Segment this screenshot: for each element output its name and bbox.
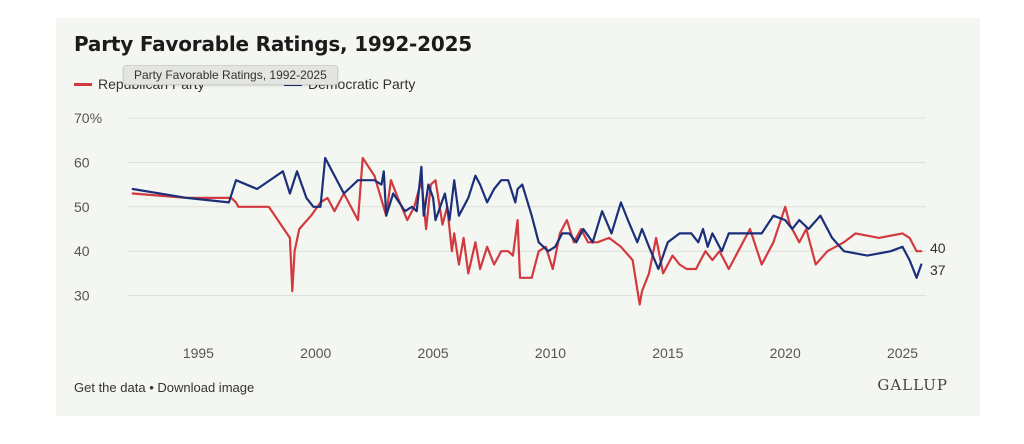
footer-separator: • bbox=[149, 380, 154, 395]
end-label-republican: 40 bbox=[930, 240, 946, 256]
legend-swatch-republican bbox=[74, 82, 92, 86]
get-data-link[interactable]: Get the data bbox=[74, 380, 146, 395]
x-tick-label-2025: 2025 bbox=[887, 345, 918, 361]
x-tick-label-1995: 1995 bbox=[183, 345, 214, 361]
gallup-logo: GALLUP bbox=[877, 376, 948, 394]
footer-links: Get the data • Download image bbox=[74, 380, 254, 395]
x-tick-label-2000: 2000 bbox=[300, 345, 331, 361]
end-label-democratic: 37 bbox=[930, 262, 946, 278]
y-tick-label-40: 40 bbox=[74, 243, 90, 259]
y-tick-label-50: 50 bbox=[74, 199, 90, 215]
x-tick-label-2005: 2005 bbox=[418, 345, 449, 361]
download-image-link[interactable]: Download image bbox=[157, 380, 255, 395]
y-tick-label-70: 70% bbox=[74, 110, 102, 126]
line-chart[interactable]: 30 40 50 60 70% 1995 2000 2005 2010 2015 2020 2025 4… bbox=[56, 18, 980, 416]
series-line-republican bbox=[131, 156, 923, 306]
x-tick-label-2020: 2020 bbox=[770, 345, 801, 361]
y-tick-label-30: 30 bbox=[74, 288, 90, 304]
series-line-democratic bbox=[131, 156, 923, 279]
y-tick-label-60: 60 bbox=[74, 154, 90, 170]
chart-card: Party Favorable Ratings, 1992-2025 Repub… bbox=[56, 18, 980, 416]
x-tick-label-2015: 2015 bbox=[652, 345, 683, 361]
hover-tooltip: Party Favorable Ratings, 1992-2025 bbox=[123, 65, 338, 85]
x-tick-label-2010: 2010 bbox=[535, 345, 566, 361]
chart-title: Party Favorable Ratings, 1992-2025 bbox=[74, 32, 473, 56]
